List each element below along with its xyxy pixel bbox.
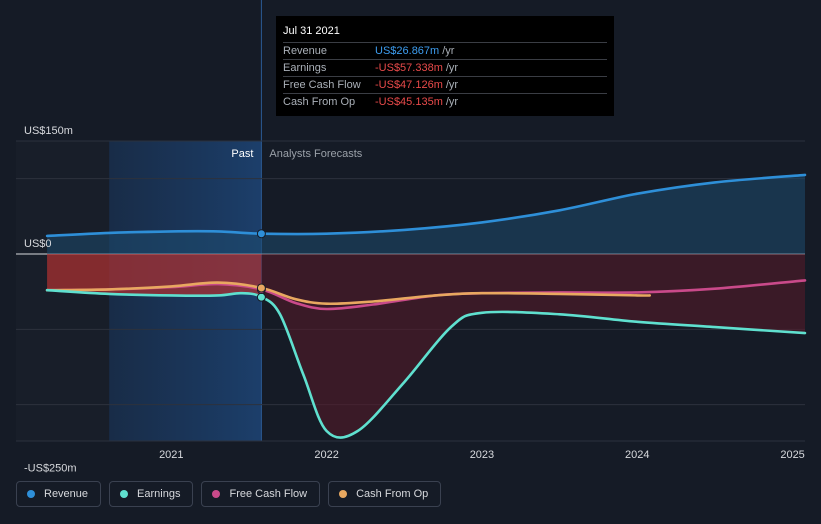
cash-from-op-line	[45, 281, 651, 306]
legend-label: Cash From Op	[356, 488, 429, 500]
tooltip-value: -US$45.135m	[375, 96, 443, 108]
legend-label: Earnings	[137, 488, 181, 500]
y-axis-label: US$0	[24, 238, 52, 250]
forecast-label: Analysts Forecasts	[269, 148, 362, 160]
cash-from-op-dot-icon	[339, 490, 348, 498]
tooltip-value: US$26.867m	[375, 45, 440, 57]
revenue-line	[45, 173, 807, 238]
hover-tooltip: Jul 31 2021 Revenue US$26.867m /yr Earni…	[276, 16, 614, 116]
tooltip-unit: /yr	[445, 96, 459, 108]
tooltip-label: Revenue	[283, 45, 328, 57]
tooltip-value: -US$57.338m	[375, 62, 443, 74]
x-tick-label: 2025	[780, 449, 804, 461]
legend-item-free-cash-flow[interactable]: Free Cash Flow	[201, 481, 321, 507]
x-tick-label: 2024	[625, 449, 649, 461]
legend-item-cash-from-op[interactable]: Cash From Op	[328, 481, 442, 507]
tooltip-row-free-cash-flow: Free Cash Flow -US$47.126m /yr	[283, 76, 607, 93]
y-axis-label: -US$250m	[24, 462, 77, 474]
chart-legend: Revenue Earnings Free Cash Flow Cash Fro…	[16, 481, 442, 507]
earnings-marker[interactable]	[256, 292, 266, 302]
revenue-dot-icon	[27, 490, 35, 498]
legend-item-revenue[interactable]: Revenue	[16, 481, 102, 507]
free-cash-flow-dot-icon	[212, 490, 221, 498]
earnings-dot-icon	[120, 490, 129, 498]
chart-background	[16, 0, 262, 441]
y-axis-label: US$150m	[24, 125, 73, 137]
tooltip-date: Jul 31 2021	[283, 25, 340, 37]
tooltip-label: Free Cash Flow	[283, 79, 361, 91]
past-label: Past	[231, 148, 253, 160]
axis-labels: US$150m US$0 -US$250m 2021 2022 2023 2024 2025 P…	[24, 125, 805, 474]
tooltip-row-cash-from-op: Cash From Op -US$45.135m /yr	[283, 93, 607, 110]
tooltip-row-earnings: Earnings -US$57.338m /yr	[283, 59, 607, 76]
tooltip-label: Cash From Op	[283, 96, 356, 108]
cash-from-op-marker[interactable]	[256, 283, 266, 293]
tooltip-label: Earnings	[283, 62, 327, 74]
tooltip-value: -US$47.126m	[375, 79, 443, 91]
x-tick-label: 2023	[470, 449, 494, 461]
x-tick-label: 2022	[314, 449, 338, 461]
legend-label: Free Cash Flow	[229, 488, 308, 500]
series-lines	[45, 173, 807, 439]
tooltip-unit: /yr	[445, 62, 459, 74]
x-tick-label: 2021	[159, 449, 183, 461]
legend-item-earnings[interactable]: Earnings	[109, 481, 194, 507]
revenue-marker[interactable]	[256, 229, 266, 239]
series-markers[interactable]	[256, 229, 266, 302]
earnings-line	[45, 288, 807, 439]
tooltip-unit: /yr	[445, 79, 459, 91]
tooltip-unit: /yr	[442, 45, 455, 57]
legend-label: Revenue	[44, 488, 89, 500]
tooltip-row-revenue: Revenue US$26.867m /yr	[283, 42, 607, 59]
revenue-area	[47, 174, 806, 254]
earnings-area-past	[47, 254, 262, 297]
